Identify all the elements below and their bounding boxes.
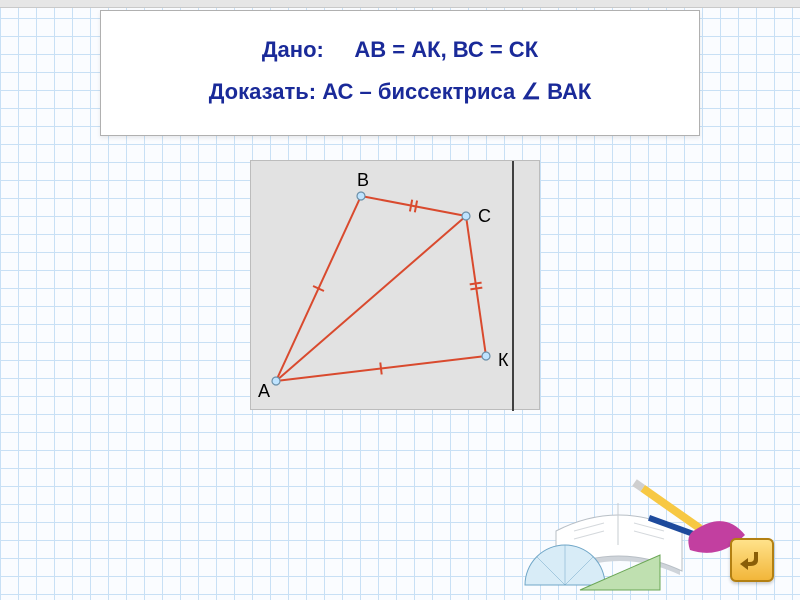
problem-statement-box: Дано: АВ = АК, ВС = СК Доказать: АС – би… [100,10,700,136]
return-button[interactable] [730,538,774,582]
angle-symbol: ∠ [521,79,541,104]
geometry-figure: A В С К [250,160,540,410]
given-line: Дано: АВ = АК, ВС = СК [131,29,669,71]
given-expression: АВ = АК, ВС = СК [354,37,538,62]
prove-expr-2: ВАК [541,79,591,104]
prove-line: Доказать: АС – биссектриса ∠ ВАК [131,71,669,113]
svg-text:В: В [357,170,369,190]
prove-expr-1: АС – биссектриса [322,79,521,104]
stationery-svg [500,445,760,595]
frame-border [0,0,800,8]
return-icon [738,546,766,574]
stationery-decoration [500,445,760,595]
geometry-svg: A В С К [251,161,541,411]
svg-text:A: A [258,381,270,401]
svg-text:С: С [478,206,491,226]
svg-text:К: К [498,350,509,370]
prove-label: Доказать: [209,79,316,104]
given-label: Дано: [262,37,324,62]
